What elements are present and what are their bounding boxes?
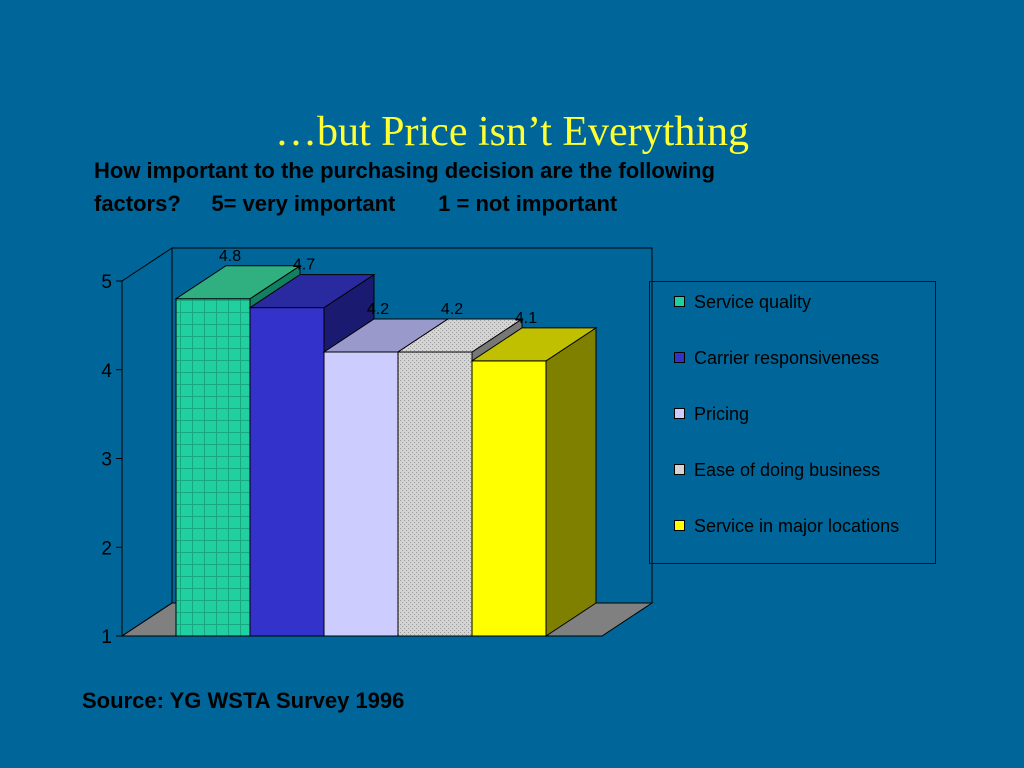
data-label: 4.2: [441, 301, 463, 318]
chart-bars: [174, 264, 598, 637]
legend-swatch: [674, 408, 685, 419]
bar-front: [471, 360, 547, 637]
legend-item: Service in major locations: [674, 514, 924, 538]
chart-legend: Service quality Carrier responsiveness Pri…: [649, 281, 936, 564]
chart-back-wall: [171, 247, 653, 604]
bar-front: [397, 351, 473, 637]
data-label: 4.2: [367, 301, 389, 318]
data-label: 4.1: [515, 310, 537, 327]
legend-label: Service quality: [694, 292, 812, 312]
slide-title: …but Price isn’t Everything: [275, 109, 749, 155]
legend-label: Service in major locations: [694, 516, 900, 536]
legend-label: Ease of doing business: [694, 460, 881, 480]
bar-top: [396, 318, 524, 353]
bar-front: [175, 298, 251, 637]
legend-label: Pricing: [694, 404, 750, 424]
legend-swatch: [674, 296, 685, 307]
legend-swatch: [674, 352, 685, 363]
legend-item: Carrier responsiveness: [674, 346, 924, 370]
bar-service-in-major-locations: [470, 326, 598, 637]
bar-top: [248, 274, 376, 309]
y-tick-label: 4: [101, 361, 112, 382]
legend-label: Carrier responsiveness: [694, 348, 880, 368]
y-axis-ticks: 1 2 3 4 5: [101, 272, 122, 648]
data-label: 4.7: [293, 257, 315, 274]
survey-question: How important to the purchasing decision…: [94, 154, 934, 220]
bar-side: [545, 326, 597, 637]
bar-front: [249, 307, 325, 637]
question-line-1: How important to the purchasing decision…: [94, 158, 715, 183]
bar-top: [174, 265, 302, 300]
legend-item: Ease of doing business: [674, 458, 924, 482]
data-label: 4.8: [219, 248, 241, 265]
legend-item: Pricing: [674, 402, 924, 426]
y-tick-label: 5: [101, 272, 112, 293]
y-tick-label: 3: [101, 450, 112, 471]
y-tick-label: 1: [101, 627, 112, 648]
bar-top: [470, 327, 598, 362]
question-line-2: factors? 5= very important 1 = not impor…: [94, 191, 618, 216]
data-labels: 4.8 4.7 4.2 4.2 4.1: [219, 248, 537, 327]
legend-swatch: [674, 520, 685, 531]
source-note: Source: YG WSTA Survey 1996: [82, 688, 405, 713]
chart-left-wall: [121, 247, 173, 637]
bar-front: [323, 351, 399, 637]
legend-item: Service quality: [674, 290, 924, 314]
legend-swatch: [674, 464, 685, 475]
y-tick-label: 2: [101, 538, 112, 559]
